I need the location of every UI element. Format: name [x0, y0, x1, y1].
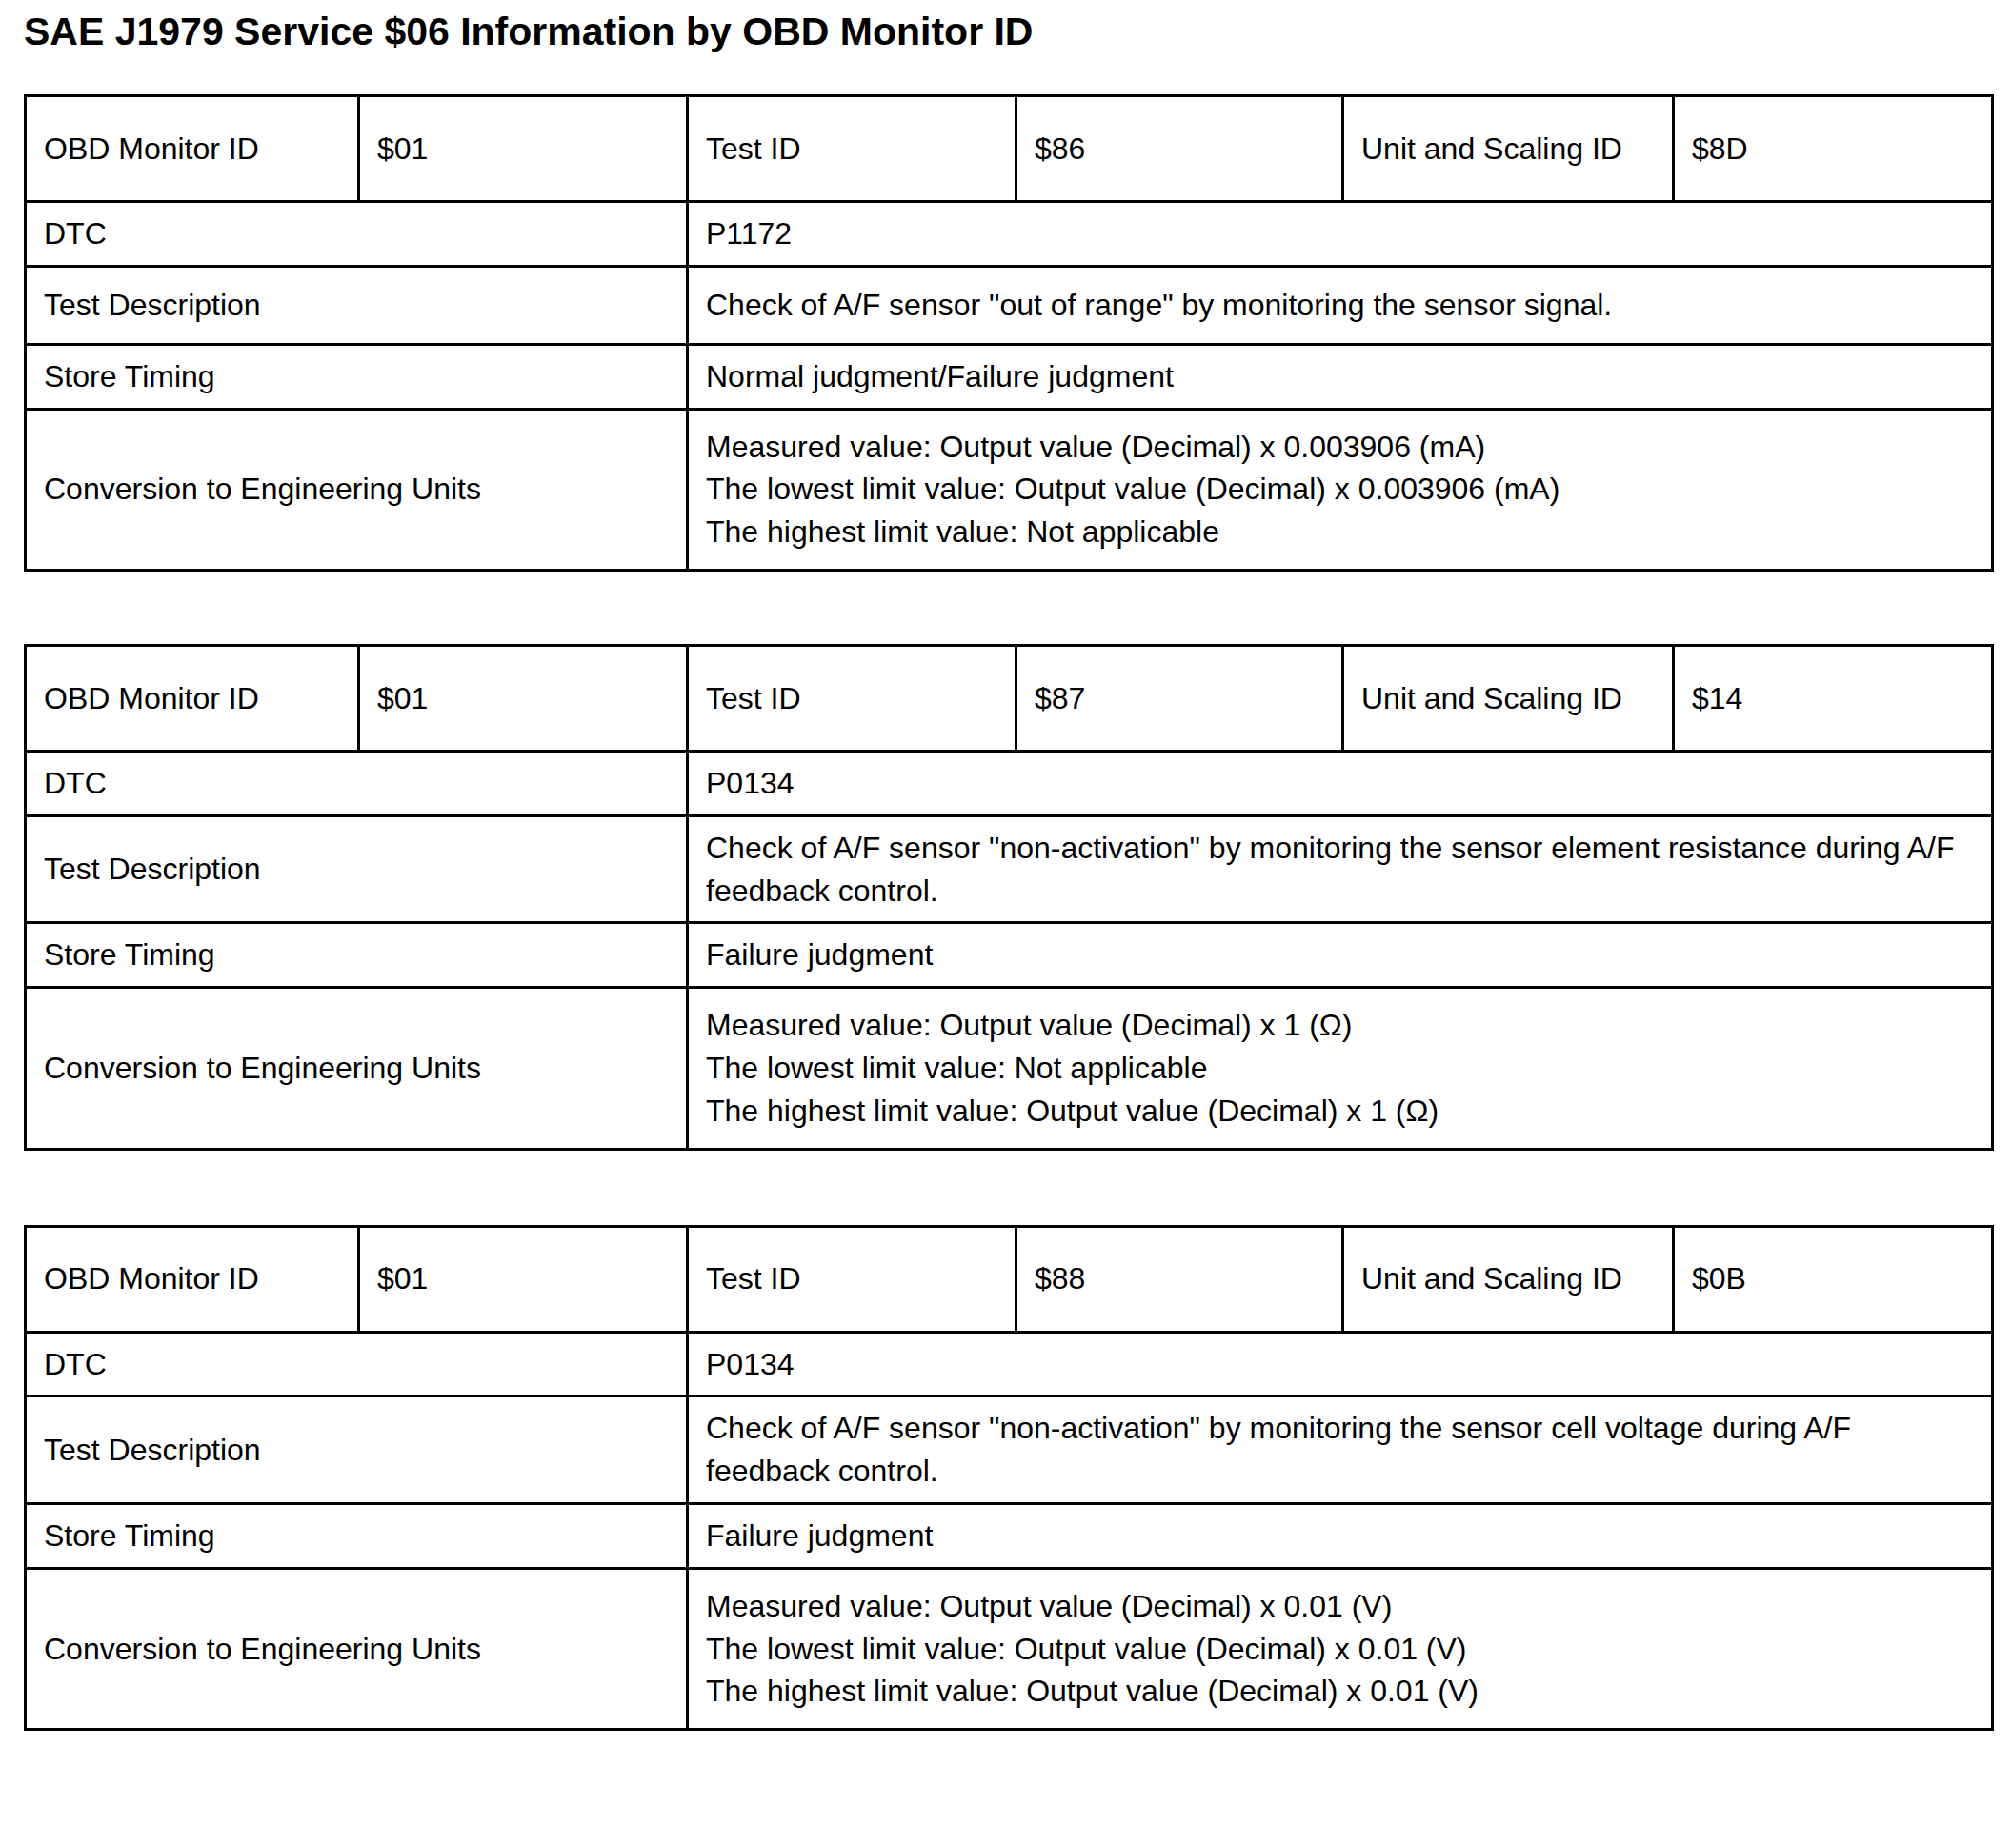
obd-monitor-id-value: $01	[359, 645, 688, 751]
obd-monitor-id-value: $01	[359, 1226, 688, 1332]
conversion-measured-value: Measured value: Output value (Decimal) x…	[706, 426, 1972, 469]
table-row: DTC P0134	[26, 751, 1993, 815]
unit-scaling-id-label: Unit and Scaling ID	[1343, 96, 1674, 202]
test-id-value: $87	[1016, 645, 1343, 751]
table-row: Store Timing Failure judgment	[26, 1503, 1993, 1568]
test-description-value: Check of A/F sensor "non-activation" by …	[688, 1396, 1993, 1504]
unit-scaling-id-label: Unit and Scaling ID	[1343, 1226, 1674, 1332]
dtc-label: DTC	[26, 202, 688, 267]
conversion-highest-limit: The highest limit value: Output value (D…	[706, 1090, 1972, 1133]
test-description-label: Test Description	[26, 266, 688, 344]
test-description-value: Check of A/F sensor "non-activation" by …	[688, 815, 1993, 923]
conversion-lowest-limit: The lowest limit value: Output value (De…	[706, 468, 1972, 511]
table-row: Conversion to Engineering Units Measured…	[26, 1568, 1993, 1729]
dtc-label: DTC	[26, 1332, 688, 1396]
obd-monitor-id-value: $01	[359, 96, 688, 202]
obd-monitor-table-3: OBD Monitor ID $01 Test ID $88 Unit and …	[24, 1225, 1994, 1732]
conversion-lowest-limit: The lowest limit value: Not applicable	[706, 1047, 1972, 1090]
conversion-measured-value: Measured value: Output value (Decimal) x…	[706, 1585, 1972, 1628]
table-row: DTC P0134	[26, 1332, 1993, 1396]
conversion-label: Conversion to Engineering Units	[26, 988, 688, 1149]
test-id-value: $86	[1016, 96, 1343, 202]
table-row: OBD Monitor ID $01 Test ID $88 Unit and …	[26, 1226, 1993, 1332]
test-id-label: Test ID	[688, 645, 1016, 751]
test-description-label: Test Description	[26, 815, 688, 923]
store-timing-label: Store Timing	[26, 923, 688, 988]
table-row: Store Timing Normal judgment/Failure jud…	[26, 344, 1993, 409]
dtc-label: DTC	[26, 751, 688, 815]
conversion-lowest-limit: The lowest limit value: Output value (De…	[706, 1628, 1972, 1671]
store-timing-value: Failure judgment	[688, 923, 1993, 988]
obd-monitor-id-label: OBD Monitor ID	[26, 1226, 359, 1332]
store-timing-label: Store Timing	[26, 1503, 688, 1568]
test-id-label: Test ID	[688, 1226, 1016, 1332]
table-row: Conversion to Engineering Units Measured…	[26, 409, 1993, 570]
table-row: Test Description Check of A/F sensor "no…	[26, 815, 1993, 923]
obd-monitor-id-label: OBD Monitor ID	[26, 645, 359, 751]
test-description-value: Check of A/F sensor "out of range" by mo…	[688, 266, 1993, 344]
table-row: Conversion to Engineering Units Measured…	[26, 988, 1993, 1149]
table-row: Test Description Check of A/F sensor "ou…	[26, 266, 1993, 344]
conversion-value: Measured value: Output value (Decimal) x…	[688, 1568, 1993, 1729]
table-row: OBD Monitor ID $01 Test ID $87 Unit and …	[26, 645, 1993, 751]
conversion-highest-limit: The highest limit value: Output value (D…	[706, 1670, 1972, 1713]
conversion-measured-value: Measured value: Output value (Decimal) x…	[706, 1004, 1972, 1047]
unit-scaling-id-label: Unit and Scaling ID	[1343, 645, 1674, 751]
test-id-label: Test ID	[688, 96, 1016, 202]
unit-scaling-id-value: $8D	[1674, 96, 1993, 202]
obd-monitor-table-2: OBD Monitor ID $01 Test ID $87 Unit and …	[24, 644, 1994, 1151]
store-timing-value: Failure judgment	[688, 1503, 1993, 1568]
conversion-highest-limit: The highest limit value: Not applicable	[706, 511, 1972, 553]
conversion-value: Measured value: Output value (Decimal) x…	[688, 988, 1993, 1149]
table-row: Test Description Check of A/F sensor "no…	[26, 1396, 1993, 1504]
conversion-value: Measured value: Output value (Decimal) x…	[688, 409, 1993, 570]
conversion-label: Conversion to Engineering Units	[26, 409, 688, 570]
unit-scaling-id-value: $0B	[1674, 1226, 1993, 1332]
store-timing-label: Store Timing	[26, 344, 688, 409]
table-row: Store Timing Failure judgment	[26, 923, 1993, 988]
dtc-value: P0134	[688, 1332, 1993, 1396]
test-id-value: $88	[1016, 1226, 1343, 1332]
table-row: DTC P1172	[26, 202, 1993, 267]
table-row: OBD Monitor ID $01 Test ID $86 Unit and …	[26, 96, 1993, 202]
unit-scaling-id-value: $14	[1674, 645, 1993, 751]
obd-monitor-id-label: OBD Monitor ID	[26, 96, 359, 202]
conversion-label: Conversion to Engineering Units	[26, 1568, 688, 1729]
obd-monitor-table-1: OBD Monitor ID $01 Test ID $86 Unit and …	[24, 94, 1994, 572]
dtc-value: P1172	[688, 202, 1993, 267]
dtc-value: P0134	[688, 751, 1993, 815]
store-timing-value: Normal judgment/Failure judgment	[688, 344, 1993, 409]
page-title: SAE J1979 Service $06 Information by OBD…	[24, 10, 1991, 54]
test-description-label: Test Description	[26, 1396, 688, 1504]
